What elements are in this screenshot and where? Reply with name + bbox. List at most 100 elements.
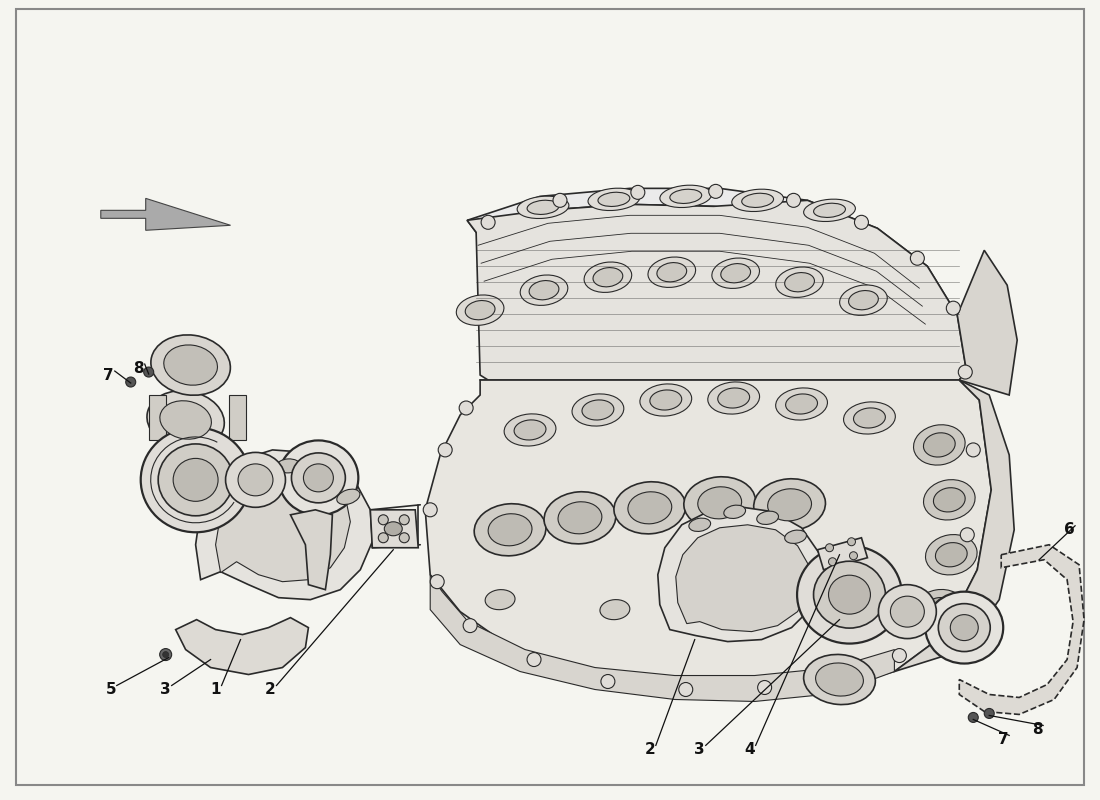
Ellipse shape xyxy=(572,394,624,426)
Ellipse shape xyxy=(238,464,273,496)
Ellipse shape xyxy=(741,194,773,207)
Ellipse shape xyxy=(648,257,695,287)
Circle shape xyxy=(966,443,980,457)
Circle shape xyxy=(125,377,135,387)
Circle shape xyxy=(160,649,172,661)
Text: 6: 6 xyxy=(1064,522,1075,538)
Ellipse shape xyxy=(925,534,977,575)
Circle shape xyxy=(786,194,801,207)
Ellipse shape xyxy=(890,596,924,627)
Ellipse shape xyxy=(520,275,568,306)
Ellipse shape xyxy=(950,614,978,641)
Circle shape xyxy=(679,682,693,697)
Ellipse shape xyxy=(384,522,403,536)
Text: 5: 5 xyxy=(106,682,117,697)
Ellipse shape xyxy=(814,562,886,628)
Ellipse shape xyxy=(588,188,640,210)
Ellipse shape xyxy=(527,200,559,214)
Ellipse shape xyxy=(485,590,515,610)
Ellipse shape xyxy=(935,542,967,567)
Polygon shape xyxy=(894,380,1014,671)
Ellipse shape xyxy=(717,388,749,408)
Ellipse shape xyxy=(465,301,495,320)
Ellipse shape xyxy=(628,492,672,524)
Ellipse shape xyxy=(278,441,359,515)
Circle shape xyxy=(631,186,645,199)
Circle shape xyxy=(938,602,953,617)
Ellipse shape xyxy=(924,480,975,520)
Ellipse shape xyxy=(829,619,859,640)
Circle shape xyxy=(463,618,477,633)
Ellipse shape xyxy=(310,468,334,482)
Polygon shape xyxy=(196,450,372,600)
Ellipse shape xyxy=(814,203,846,218)
Text: 1: 1 xyxy=(210,682,221,697)
Ellipse shape xyxy=(844,402,895,434)
Text: 3: 3 xyxy=(694,742,705,757)
Circle shape xyxy=(708,184,723,198)
Ellipse shape xyxy=(670,190,702,203)
Ellipse shape xyxy=(474,504,546,556)
Ellipse shape xyxy=(768,489,812,521)
Ellipse shape xyxy=(242,468,265,482)
Ellipse shape xyxy=(925,592,1003,663)
Circle shape xyxy=(825,544,834,552)
Polygon shape xyxy=(957,250,1018,395)
Ellipse shape xyxy=(141,427,251,532)
Circle shape xyxy=(553,194,566,207)
Ellipse shape xyxy=(504,414,556,446)
Circle shape xyxy=(958,365,972,379)
Ellipse shape xyxy=(593,267,623,287)
Ellipse shape xyxy=(151,335,230,395)
Ellipse shape xyxy=(276,459,300,473)
Polygon shape xyxy=(101,198,231,230)
Ellipse shape xyxy=(785,394,817,414)
Ellipse shape xyxy=(839,285,888,315)
Ellipse shape xyxy=(304,464,333,492)
Ellipse shape xyxy=(854,408,886,428)
Polygon shape xyxy=(817,538,868,570)
Ellipse shape xyxy=(660,185,712,207)
Ellipse shape xyxy=(292,453,345,503)
Polygon shape xyxy=(290,510,332,590)
Ellipse shape xyxy=(517,196,569,218)
Polygon shape xyxy=(371,510,418,548)
Polygon shape xyxy=(658,507,822,642)
Ellipse shape xyxy=(689,518,711,531)
Circle shape xyxy=(378,515,388,525)
Text: 4: 4 xyxy=(745,742,755,757)
Polygon shape xyxy=(812,590,879,638)
Ellipse shape xyxy=(776,267,824,298)
Ellipse shape xyxy=(828,575,870,614)
Ellipse shape xyxy=(754,478,825,531)
Ellipse shape xyxy=(732,189,783,211)
Ellipse shape xyxy=(776,388,827,420)
Ellipse shape xyxy=(600,600,630,620)
Ellipse shape xyxy=(488,514,532,546)
Ellipse shape xyxy=(879,585,936,638)
Ellipse shape xyxy=(715,610,745,630)
Circle shape xyxy=(601,674,615,689)
Ellipse shape xyxy=(657,262,686,282)
Ellipse shape xyxy=(544,492,616,544)
Circle shape xyxy=(960,528,975,542)
Ellipse shape xyxy=(848,290,878,310)
Circle shape xyxy=(438,443,452,457)
Polygon shape xyxy=(468,188,966,370)
Polygon shape xyxy=(675,525,810,631)
Ellipse shape xyxy=(226,453,286,507)
Polygon shape xyxy=(216,465,350,582)
Circle shape xyxy=(430,574,444,589)
Ellipse shape xyxy=(147,390,224,450)
Ellipse shape xyxy=(558,502,602,534)
Text: 7: 7 xyxy=(103,367,114,382)
Ellipse shape xyxy=(798,546,902,643)
Ellipse shape xyxy=(529,281,559,300)
Circle shape xyxy=(481,215,495,230)
Circle shape xyxy=(911,251,924,266)
Circle shape xyxy=(424,503,437,517)
Ellipse shape xyxy=(173,458,218,502)
Ellipse shape xyxy=(707,382,760,414)
Ellipse shape xyxy=(158,444,233,516)
Ellipse shape xyxy=(584,262,631,293)
